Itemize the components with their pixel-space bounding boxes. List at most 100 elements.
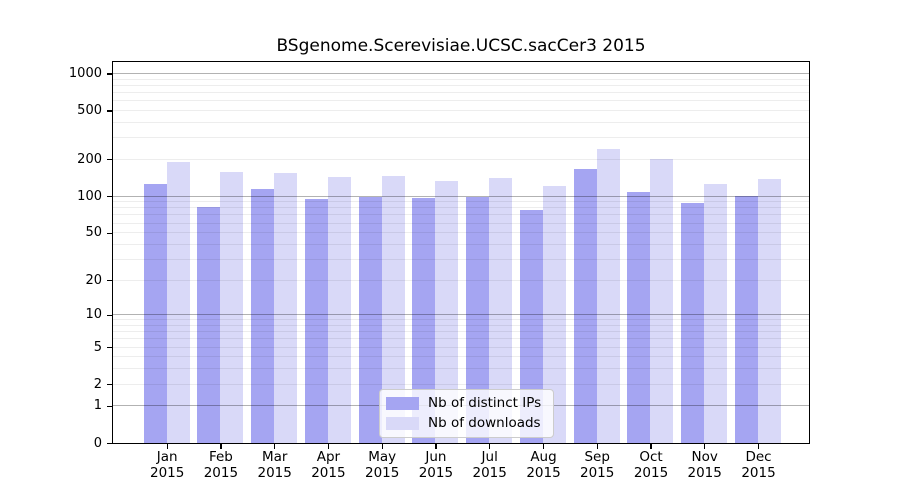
x-tick-label-month: Jul bbox=[481, 448, 498, 465]
gridline-minor bbox=[113, 100, 809, 102]
bar-ips-dec bbox=[734, 196, 758, 443]
x-tick-label-month: Jun bbox=[425, 448, 447, 465]
gridline-minor bbox=[113, 158, 809, 160]
legend-item-downloads: Nb of downloads bbox=[386, 416, 541, 431]
x-tick bbox=[435, 444, 437, 449]
x-tick-label-month: Mar bbox=[261, 448, 288, 465]
x-tick-label-year: 2015 bbox=[203, 464, 239, 481]
legend: Nb of distinct IPs Nb of downloads bbox=[379, 389, 555, 438]
bar-downloads-sep bbox=[596, 149, 620, 443]
gridline-major bbox=[113, 72, 809, 74]
x-tick-label-month: Sep bbox=[584, 448, 610, 465]
x-tick bbox=[650, 444, 652, 449]
gridline-minor bbox=[113, 214, 809, 216]
y-tick-label: 1000 bbox=[68, 65, 102, 81]
x-tick bbox=[596, 444, 598, 449]
bar-ips-jun bbox=[412, 198, 436, 443]
bar-downloads-aug bbox=[542, 185, 566, 443]
bar-downloads-jan bbox=[166, 162, 190, 443]
y-tick-label: 200 bbox=[77, 151, 102, 167]
x-tick-label-month: Jan bbox=[156, 448, 178, 465]
bar-downloads-nov bbox=[704, 183, 728, 443]
y-tick bbox=[106, 405, 113, 408]
y-tick bbox=[106, 314, 113, 316]
y-tick bbox=[106, 196, 113, 198]
y-tick-label: 20 bbox=[85, 272, 102, 288]
legend-label-downloads: Nb of downloads bbox=[428, 415, 541, 431]
plot-area bbox=[112, 61, 810, 444]
x-tick-label-month: Oct bbox=[639, 448, 663, 465]
gridline-minor bbox=[113, 243, 809, 245]
x-tick bbox=[542, 444, 545, 449]
gridline-minor bbox=[113, 258, 809, 260]
y-tick-label: 500 bbox=[77, 102, 102, 118]
bar-downloads-may bbox=[381, 175, 405, 443]
gridline-minor bbox=[113, 383, 809, 385]
bar-downloads-jun bbox=[435, 180, 459, 443]
x-tick bbox=[381, 444, 383, 449]
y-tick bbox=[106, 159, 113, 161]
x-tick-label-month: May bbox=[368, 448, 397, 465]
x-tick-label-year: 2015 bbox=[580, 464, 615, 481]
bar-ips-nov bbox=[681, 202, 705, 443]
x-tick bbox=[757, 444, 760, 449]
y-tick bbox=[106, 384, 113, 386]
x-tick-label-year: 2015 bbox=[526, 464, 561, 481]
x-tick-label-year: 2015 bbox=[472, 464, 507, 481]
bar-ips-feb bbox=[197, 207, 221, 443]
x-tick bbox=[166, 444, 168, 449]
bar-ips-apr bbox=[304, 199, 328, 443]
y-tick-label: 1 bbox=[93, 398, 102, 414]
y-tick-label: 10 bbox=[85, 307, 102, 323]
x-tick bbox=[489, 444, 491, 449]
x-tick-label-year: 2015 bbox=[687, 464, 722, 481]
gridline-minor bbox=[113, 91, 809, 93]
x-tick bbox=[220, 444, 222, 449]
bar-downloads-feb bbox=[220, 171, 244, 443]
gridline-minor bbox=[113, 222, 809, 224]
bar-ips-sep bbox=[573, 169, 597, 443]
x-tick-label-month: Apr bbox=[316, 448, 341, 465]
gridline-minor bbox=[113, 368, 809, 370]
legend-item-ips: Nb of distinct IPs bbox=[386, 396, 541, 411]
bar-ips-jul bbox=[466, 197, 490, 443]
x-tick-label-year: 2015 bbox=[633, 464, 669, 481]
x-tick bbox=[704, 444, 706, 449]
bar-downloads-oct bbox=[650, 159, 674, 443]
gridline-minor bbox=[113, 137, 809, 139]
gridline-minor bbox=[113, 338, 809, 340]
x-tick bbox=[274, 444, 276, 449]
x-tick-label-month: Feb bbox=[208, 448, 233, 465]
y-tick-label: 2 bbox=[93, 376, 102, 392]
gridline-minor bbox=[113, 279, 809, 281]
bar-ips-aug bbox=[519, 209, 543, 443]
gridline-minor bbox=[113, 319, 809, 321]
gridline-minor bbox=[113, 324, 809, 326]
gridline-minor bbox=[113, 331, 809, 333]
x-tick-label-year: 2015 bbox=[365, 464, 400, 481]
bar-downloads-jul bbox=[489, 178, 513, 443]
legend-swatch-downloads bbox=[386, 417, 419, 430]
x-tick-label-month: Dec bbox=[745, 448, 772, 465]
gridline-major bbox=[113, 195, 809, 197]
chart-title: BSgenome.Scerevisiae.UCSC.sacCer3 2015 bbox=[276, 36, 646, 56]
x-tick-label-month: Nov bbox=[691, 448, 718, 465]
x-tick-label-year: 2015 bbox=[311, 464, 346, 481]
gridline-minor bbox=[113, 232, 809, 234]
y-tick-label: 5 bbox=[93, 339, 102, 355]
x-tick-label-year: 2015 bbox=[150, 464, 185, 481]
bar-ips-jan bbox=[143, 183, 167, 443]
legend-label-ips: Nb of distinct IPs bbox=[428, 395, 542, 411]
gridline-minor bbox=[113, 201, 809, 203]
y-tick bbox=[106, 280, 113, 282]
gridline-minor bbox=[113, 78, 809, 80]
gridline-major bbox=[113, 314, 809, 316]
gridline-minor bbox=[113, 356, 809, 358]
y-tick bbox=[106, 442, 113, 445]
y-tick-label: 100 bbox=[77, 188, 102, 204]
bar-ips-may bbox=[358, 197, 382, 443]
bar-ips-mar bbox=[251, 189, 275, 443]
y-tick bbox=[106, 232, 113, 234]
x-tick bbox=[327, 444, 330, 449]
